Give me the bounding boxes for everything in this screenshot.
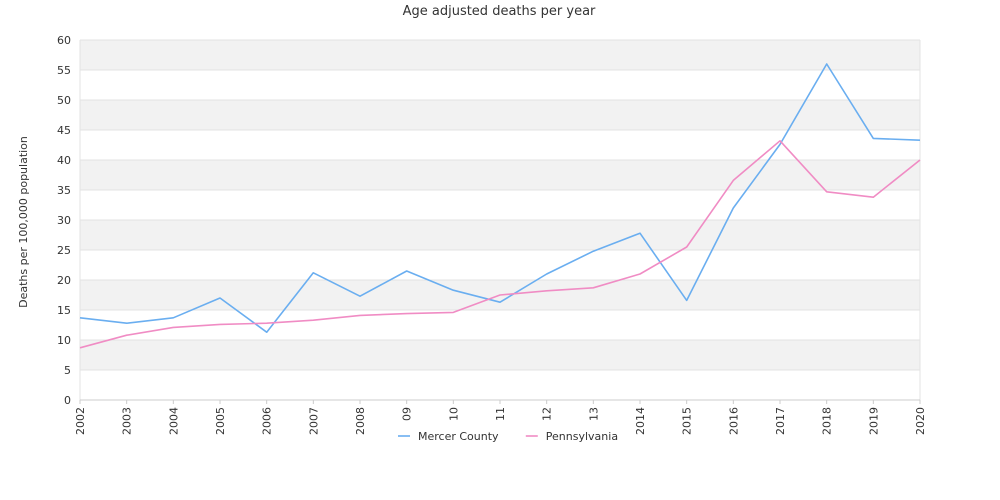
x-axis-ticks: 2002 2003 2004 2005 2006 2007 2008 09 10 11 12 13 20… bbox=[74, 400, 927, 435]
grid-band bbox=[80, 160, 920, 190]
y-tick-label: 0 bbox=[64, 394, 71, 407]
grid-band bbox=[80, 340, 920, 370]
x-tick-label: 10 bbox=[447, 407, 460, 421]
y-tick-label: 30 bbox=[57, 214, 71, 227]
x-tick-label: 2017 bbox=[774, 407, 787, 435]
x-tick-label: 2004 bbox=[167, 407, 180, 435]
y-tick-label: 45 bbox=[57, 124, 71, 137]
y-tick-label: 55 bbox=[57, 64, 71, 77]
series-layer bbox=[79, 63, 921, 349]
y-axis-title: Deaths per 100,000 population bbox=[17, 136, 30, 308]
y-tick-label: 50 bbox=[57, 94, 71, 107]
y-tick-label: 60 bbox=[57, 34, 71, 47]
y-tick-label: 20 bbox=[57, 274, 71, 287]
x-tick-label: 2018 bbox=[821, 407, 834, 435]
x-tick-label: 11 bbox=[494, 407, 507, 421]
grid-band bbox=[80, 40, 920, 70]
grid-bands bbox=[80, 40, 920, 370]
x-tick-label: 2019 bbox=[867, 407, 880, 435]
y-tick-label: 5 bbox=[64, 364, 71, 377]
legend: Mercer County Pennsylvania bbox=[398, 430, 618, 443]
grid-band bbox=[80, 220, 920, 250]
x-tick-label: 12 bbox=[541, 407, 554, 421]
x-tick-label: 2006 bbox=[261, 407, 274, 435]
x-tick-label: 2020 bbox=[914, 407, 927, 435]
x-tick-label: 2002 bbox=[74, 407, 87, 435]
x-tick-label: 13 bbox=[587, 407, 600, 421]
legend-label: Pennsylvania bbox=[546, 430, 618, 443]
x-tick-label: 2003 bbox=[121, 407, 134, 435]
series-line-pennsylvania bbox=[79, 140, 921, 349]
x-tick-label: 2005 bbox=[214, 407, 227, 435]
x-tick-label: 09 bbox=[401, 407, 414, 421]
grid-band bbox=[80, 100, 920, 130]
x-tick-label: 2007 bbox=[307, 407, 320, 435]
gridlines bbox=[79, 39, 921, 401]
y-tick-label: 10 bbox=[57, 334, 71, 347]
y-tick-label: 40 bbox=[57, 154, 71, 167]
y-tick-label: 35 bbox=[57, 184, 71, 197]
y-axis-ticks: 0 5 10 15 20 25 30 35 40 45 50 55 60 bbox=[57, 34, 71, 407]
y-tick-label: 15 bbox=[57, 304, 71, 317]
x-tick-label: 2016 bbox=[727, 407, 740, 435]
x-tick-label: 2015 bbox=[681, 407, 694, 435]
x-tick-label: 2008 bbox=[354, 407, 367, 435]
series-line-mercer-county bbox=[79, 63, 921, 334]
y-tick-label: 25 bbox=[57, 244, 71, 257]
x-tick-label: 2014 bbox=[634, 407, 647, 435]
chart-title: Age adjusted deaths per year bbox=[403, 4, 596, 19]
legend-label: Mercer County bbox=[418, 430, 499, 443]
